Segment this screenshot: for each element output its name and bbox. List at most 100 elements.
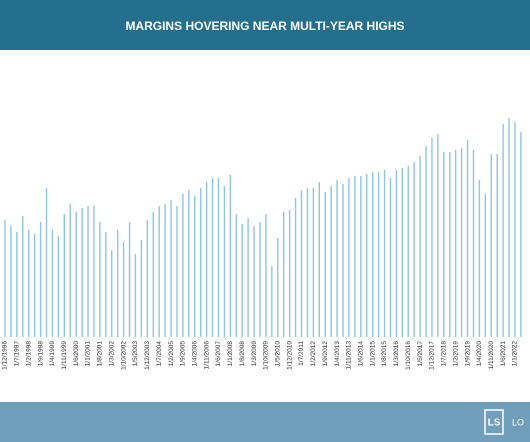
bar xyxy=(377,172,380,337)
x-tick-label: 1/6/2000 xyxy=(73,341,80,367)
x-tick-label: 1/5/2017 xyxy=(417,341,424,367)
bar xyxy=(277,238,279,337)
bar xyxy=(407,166,409,337)
x-tick-label: 1/5/2010 xyxy=(274,341,281,367)
bar xyxy=(389,178,392,337)
bar xyxy=(318,182,320,337)
logo-box xyxy=(484,409,504,435)
bar xyxy=(460,148,463,337)
bar xyxy=(472,150,475,337)
bar xyxy=(182,194,184,337)
x-tick-label: 1/3/2009 xyxy=(251,341,258,367)
x-tick-label: 1/1/2001 xyxy=(85,341,92,367)
bar xyxy=(99,222,101,337)
bar xyxy=(520,132,522,337)
bar xyxy=(116,230,119,337)
bar xyxy=(259,222,261,337)
bar xyxy=(514,122,516,337)
bar xyxy=(247,218,249,337)
bar xyxy=(63,214,65,337)
bar xyxy=(22,216,24,337)
bar xyxy=(484,194,487,337)
x-tick-label: 1/6/2021 xyxy=(500,341,507,367)
x-tick-label: 1/2/2005 xyxy=(168,341,175,367)
bar xyxy=(128,222,131,337)
x-tick-label: 1/8/2008 xyxy=(239,341,246,367)
bar xyxy=(502,124,504,337)
x-tick-label: 1/9/1998 xyxy=(37,341,44,367)
bar xyxy=(217,178,220,337)
x-tick-label: 1/10/2009 xyxy=(263,341,270,370)
bar xyxy=(122,242,125,337)
header-bar xyxy=(0,0,530,50)
x-tick-label: 1/5/2003 xyxy=(132,341,139,367)
bar xyxy=(253,226,255,337)
bar xyxy=(478,180,481,337)
x-tick-label: 1/3/2002 xyxy=(108,341,115,367)
bar xyxy=(223,186,226,337)
x-tick-label: 1/6/2014 xyxy=(358,341,365,367)
bar xyxy=(4,220,6,337)
x-tick-label: 1/12/2010 xyxy=(286,341,293,370)
bar xyxy=(39,222,42,337)
logo-text: LO xyxy=(512,417,524,427)
bar xyxy=(401,168,404,337)
bar xyxy=(16,232,18,337)
bar xyxy=(158,206,160,337)
bar xyxy=(360,176,362,337)
x-tick-label: 1/11/2006 xyxy=(203,341,210,370)
bar xyxy=(283,212,285,337)
bar xyxy=(146,220,149,337)
x-tick-label: 1/7/2011 xyxy=(298,341,305,366)
bar xyxy=(134,254,137,337)
bar xyxy=(454,150,457,337)
x-tick-label: 1/9/2019 xyxy=(464,341,471,367)
bar xyxy=(45,188,48,337)
x-tick-label: 1/11/1999 xyxy=(61,341,68,370)
bar xyxy=(28,230,30,337)
bar xyxy=(300,190,303,337)
bar xyxy=(508,118,510,337)
x-tick-label: 1/3/2016 xyxy=(393,341,400,367)
x-tick-label: 1/1/2008 xyxy=(227,341,234,367)
bar xyxy=(336,180,338,337)
bar xyxy=(288,210,291,337)
x-tick-label: 1/10/2016 xyxy=(405,341,412,370)
bar xyxy=(371,172,374,337)
bar xyxy=(10,226,12,337)
bar xyxy=(490,154,492,337)
bar xyxy=(437,134,439,337)
x-tick-label: 1/2/2019 xyxy=(452,341,459,367)
bar xyxy=(449,152,451,337)
logo-mark: LS xyxy=(488,418,501,429)
bar xyxy=(199,188,202,337)
bar xyxy=(140,240,143,337)
x-tick-label: 1/7/2004 xyxy=(156,341,163,367)
bar xyxy=(235,214,237,337)
bar xyxy=(466,140,469,337)
bar xyxy=(229,175,232,337)
bar xyxy=(176,206,178,337)
bar xyxy=(294,198,297,337)
bar xyxy=(105,232,107,337)
bar xyxy=(194,196,196,337)
x-tick-label: 1/10/2002 xyxy=(120,341,127,370)
x-tick-label: 1/6/2007 xyxy=(215,341,222,367)
bar xyxy=(271,266,273,337)
bar xyxy=(395,170,398,337)
bar xyxy=(241,224,243,337)
x-tick-label: 1/12/2017 xyxy=(429,341,436,370)
bar xyxy=(312,188,315,337)
bar xyxy=(211,178,214,337)
bar xyxy=(330,186,332,337)
x-tick-label: 1/8/2001 xyxy=(97,341,104,367)
x-tick-label: 1/2/2012 xyxy=(310,341,317,367)
x-tick-label: 1/1/2015 xyxy=(369,341,376,367)
bar xyxy=(111,250,113,337)
bar xyxy=(69,204,71,337)
bar xyxy=(57,236,60,337)
bar xyxy=(152,212,154,337)
bar xyxy=(419,156,421,337)
footer-bar xyxy=(0,402,530,442)
